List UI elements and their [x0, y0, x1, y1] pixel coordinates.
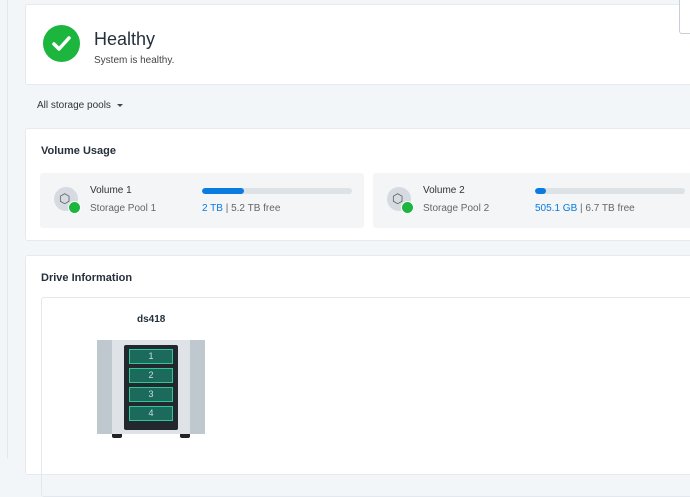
section-title: Drive Information [41, 272, 133, 284]
device-panel: ds418 1 2 3 4 [41, 297, 690, 497]
volume-name: Volume 1 [90, 185, 132, 196]
storage-pool-dropdown[interactable]: All storage pools [37, 100, 123, 111]
popup-edge [679, 0, 690, 34]
volume-pool: Storage Pool 2 [423, 203, 490, 214]
status-title: Healthy [94, 29, 156, 49]
sidebar-divider [7, 0, 8, 459]
usage-bar-fill [202, 188, 244, 194]
usage-bar [202, 188, 352, 194]
used-amount[interactable]: 505.1 GB [535, 203, 578, 214]
usage-bar [535, 188, 685, 194]
drive-bay[interactable]: 2 [129, 368, 173, 383]
drive-information-card: Drive Information ds418 1 2 3 4 [25, 255, 690, 497]
check-badge-icon [68, 201, 81, 214]
free-amount: 5.2 TB free [231, 203, 281, 214]
status-card: Healthy System is healthy. [25, 4, 690, 85]
storage-pool-dropdown-label: All storage pools [37, 100, 111, 111]
drive-bay[interactable]: 1 [129, 349, 173, 364]
volume-icon: ⬡ [387, 187, 414, 214]
volume-icon: ⬡ [54, 187, 81, 214]
check-circle-icon [43, 25, 80, 62]
free-amount: 6.7 TB free [585, 203, 635, 214]
volume-usage-card: Volume Usage ⬡ Volume 1 Storage Pool 1 2… [25, 128, 690, 241]
drive-bay[interactable]: 4 [129, 406, 173, 421]
caret-down-icon [116, 103, 123, 107]
volume-name: Volume 2 [423, 185, 465, 196]
section-title: Volume Usage [41, 145, 116, 157]
volume-item[interactable]: ⬡ Volume 2 Storage Pool 2 505.1 GB | 6.7… [373, 173, 690, 228]
check-badge-icon [401, 201, 414, 214]
used-amount[interactable]: 2 TB [202, 203, 223, 214]
usage-bar-fill [535, 188, 546, 194]
usage-text: 2 TB | 5.2 TB free [202, 203, 281, 214]
drive-bay[interactable]: 3 [129, 387, 173, 402]
usage-text: 505.1 GB | 6.7 TB free [535, 203, 635, 214]
status-subtitle: System is healthy. [94, 55, 175, 66]
volume-pool: Storage Pool 1 [90, 203, 157, 214]
volume-item[interactable]: ⬡ Volume 1 Storage Pool 1 2 TB | 5.2 TB … [40, 173, 364, 228]
nas-device-image: 1 2 3 4 [97, 340, 205, 438]
device-model: ds418 [137, 314, 166, 325]
